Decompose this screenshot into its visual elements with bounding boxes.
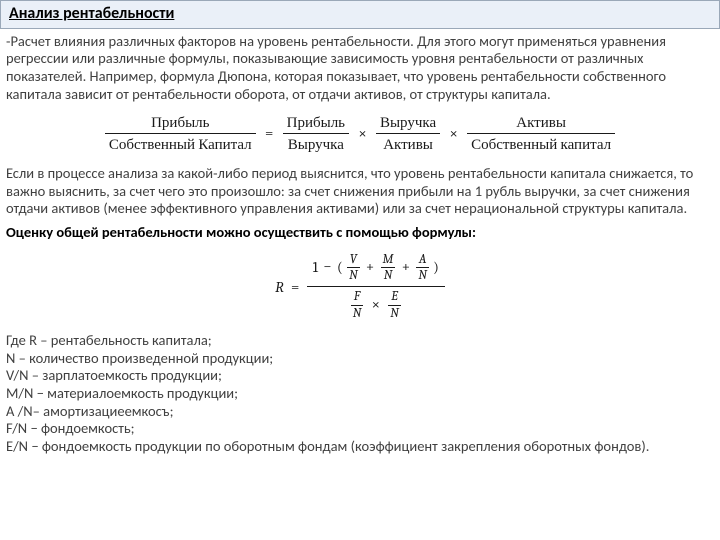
general-profitability-formula: R = 1 − ( V N + M N + A N ) F N xyxy=(0,244,720,330)
section-header: Анализ рентабельности xyxy=(0,0,720,29)
frac-EN: E N xyxy=(388,289,401,322)
frac-turnover: Выручка Активы xyxy=(376,113,440,153)
def-FN: F/N − фондоемкость; xyxy=(6,420,712,438)
frac-leverage: Активы Собственный капитал xyxy=(467,113,615,153)
frac-roe: Прибыль Собственный Капитал xyxy=(105,113,256,153)
multiply-sign: × xyxy=(354,124,370,142)
def-N: N – количество произведенной продукции; xyxy=(6,350,712,368)
def-R: Где R – рентабельность капитала; xyxy=(6,332,712,350)
big-fraction: 1 − ( V N + M N + A N ) F N × xyxy=(307,250,445,324)
symbol-R: R xyxy=(275,278,284,296)
frac-MN: M N xyxy=(381,252,396,285)
section-title: Анализ рентабельности xyxy=(9,4,174,23)
equals-sign: = xyxy=(261,124,277,142)
def-VN: V/N – зарплатоемкость продукции; xyxy=(6,367,712,385)
frac-margin: Прибыль Выручка xyxy=(283,113,349,153)
paragraph-1: -Расчет влияния различных факторов на ур… xyxy=(0,29,720,106)
paragraph-2: Если в процессе анализа за какой-либо пе… xyxy=(0,161,720,220)
frac-VN: V N xyxy=(347,252,360,285)
def-EN: E/N − фондоемкость продукции по оборотны… xyxy=(6,438,712,456)
def-AN: A /N– амортизациеемкосъ; xyxy=(6,403,712,421)
big-numerator: 1 − ( V N + M N + A N ) xyxy=(307,250,445,288)
multiply-sign: × xyxy=(445,124,461,142)
bold-intro: Оценку общей рентабельности можно осущес… xyxy=(0,220,720,244)
definitions-block: Где R – рентабельность капитала; N – кол… xyxy=(0,330,720,462)
big-denominator: F N × E N xyxy=(307,287,445,324)
equals-sign: = xyxy=(287,278,303,296)
frac-AN: A N xyxy=(416,252,429,285)
def-MN: M/N − материалоемкость продукции; xyxy=(6,385,712,403)
dupont-formula: Прибыль Собственный Капитал = Прибыль Вы… xyxy=(0,105,720,161)
frac-FN: F N xyxy=(351,289,364,322)
